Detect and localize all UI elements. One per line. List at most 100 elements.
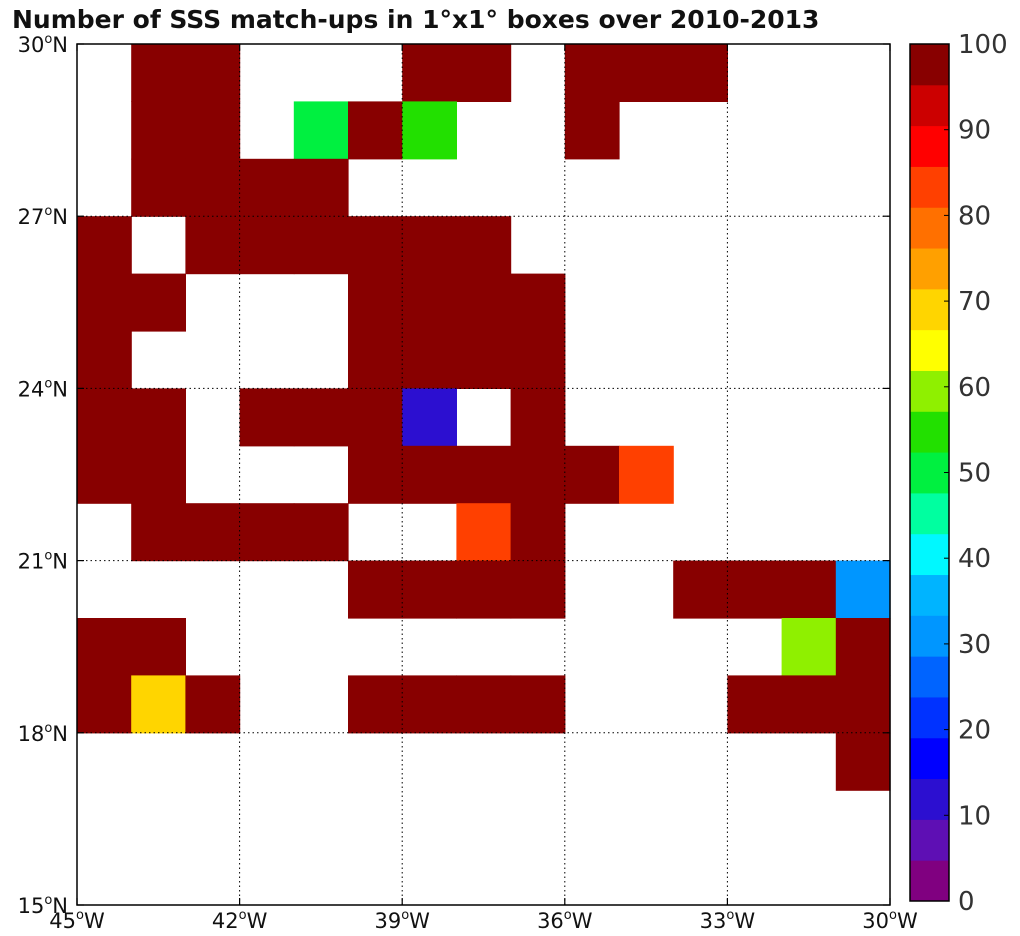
colorbar-band — [910, 44, 949, 86]
heatmap-cell — [293, 101, 349, 160]
heatmap-cell — [131, 503, 186, 562]
heatmap-cell — [348, 388, 403, 447]
plot-frame — [76, 43, 891, 906]
heatmap-cell — [564, 44, 620, 102]
heatmap-cell — [456, 503, 512, 562]
colorbar-tick-label: 0 — [958, 887, 975, 917]
heatmap-cell — [402, 388, 457, 447]
heatmap-cell — [131, 101, 186, 160]
heatmap-cell — [564, 101, 620, 160]
colorbar-tick-label: 30 — [958, 630, 991, 660]
heatmap-cell — [293, 216, 349, 275]
heatmap-cell — [402, 445, 457, 504]
heatmap-cell — [402, 101, 457, 160]
heatmap-cell — [185, 216, 241, 275]
heatmap-cell — [456, 273, 512, 332]
colorbar-tick-label: 100 — [958, 30, 1008, 60]
heatmap-cell — [835, 618, 891, 676]
heatmap-cell — [402, 331, 457, 389]
colorbar-band — [910, 370, 949, 412]
heatmap-cell — [510, 273, 566, 332]
heatmap-cell — [293, 503, 349, 562]
heatmap-cell — [673, 44, 728, 102]
heatmap-cell — [348, 675, 403, 734]
heatmap-cell — [402, 675, 457, 734]
heatmap-cell — [456, 331, 512, 389]
heatmap-cell — [456, 560, 512, 619]
heatmap-cell — [293, 158, 349, 217]
y-tick-label: 24oN — [18, 376, 68, 401]
heatmap-cell — [131, 445, 186, 504]
y-axis-tick-labels: 30oN 27oN 24oN 21oN 18oN 15oN — [18, 32, 68, 918]
heatmap-cells — [77, 44, 891, 791]
heatmap-cell — [131, 388, 186, 447]
colorbar-band — [910, 329, 949, 371]
heatmap-cell — [510, 388, 566, 447]
heatmap-cell — [510, 560, 566, 619]
heatmap-cell — [77, 388, 132, 447]
grid-lines — [77, 44, 890, 905]
heatmap-cell — [402, 560, 457, 619]
colorbar-tick-label: 80 — [958, 201, 991, 231]
colorbar-band — [910, 696, 949, 739]
heatmap-cell — [185, 675, 241, 734]
colorbar-band — [910, 166, 949, 208]
heatmap-cell — [619, 44, 674, 102]
colorbar-tick-labels: 0 10 20 30 40 50 60 70 80 90 100 — [944, 30, 1008, 917]
heatmap-cell — [348, 445, 403, 504]
colorbar-band — [910, 778, 949, 820]
y-tick-label: 15oN — [18, 893, 68, 918]
heatmap-cell — [781, 560, 837, 619]
heatmap-cell — [402, 216, 457, 275]
heatmap-cell — [131, 675, 186, 734]
x-tick-label: 30oW — [862, 908, 918, 933]
heatmap-cell — [131, 158, 186, 217]
heatmap-cell — [456, 44, 512, 102]
colorbar-band — [910, 860, 949, 902]
colorbar-tick-label: 50 — [958, 459, 991, 489]
colorbar-tick-label: 40 — [958, 544, 991, 574]
x-tick-label: 42oW — [212, 908, 268, 933]
heatmap-cell — [348, 560, 403, 619]
axis-ticks — [76, 43, 891, 906]
y-tick-label: 27oN — [18, 204, 68, 229]
heatmap-cell — [77, 445, 132, 504]
colorbar-tick-label: 20 — [958, 716, 991, 746]
heatmap-cell — [835, 732, 891, 791]
colorbar-band — [910, 819, 949, 861]
heatmap-cell — [456, 445, 512, 504]
heatmap-cell — [77, 618, 132, 676]
colorbar: 0 10 20 30 40 50 60 70 80 90 100 — [909, 30, 1008, 917]
heatmap-cell — [239, 503, 295, 562]
heatmap-cell — [456, 216, 512, 275]
colorbar-bands — [910, 44, 949, 902]
heatmap-cell — [727, 675, 783, 734]
heatmap-cell — [131, 618, 186, 676]
colorbar-band — [910, 737, 949, 780]
heatmap-cell — [510, 675, 566, 734]
heatmap-cell — [185, 44, 241, 102]
heatmap-cell — [348, 273, 403, 332]
heatmap-cell — [293, 388, 349, 447]
heatmap-cell — [781, 675, 837, 734]
heatmap-cell — [835, 560, 891, 619]
heatmap-cell — [131, 44, 186, 102]
heatmap-cell — [239, 388, 295, 447]
heatmap-cell — [348, 101, 403, 160]
heatmap-cell — [835, 675, 891, 734]
colorbar-band — [910, 411, 949, 453]
heatmap-cell — [673, 560, 728, 619]
heatmap-cell — [185, 503, 241, 562]
colorbar-tick-label: 10 — [958, 801, 991, 831]
heatmap-cell — [185, 158, 241, 217]
heatmap-cell — [77, 675, 132, 734]
colorbar-band — [910, 615, 949, 657]
colorbar-band — [910, 452, 949, 494]
heatmap-cell — [131, 273, 186, 332]
colorbar-band — [910, 248, 949, 290]
y-tick-label: 18oN — [18, 721, 68, 746]
heatmap-cell — [239, 158, 295, 217]
colorbar-band — [910, 533, 949, 576]
colorbar-tick-label: 90 — [958, 116, 991, 146]
